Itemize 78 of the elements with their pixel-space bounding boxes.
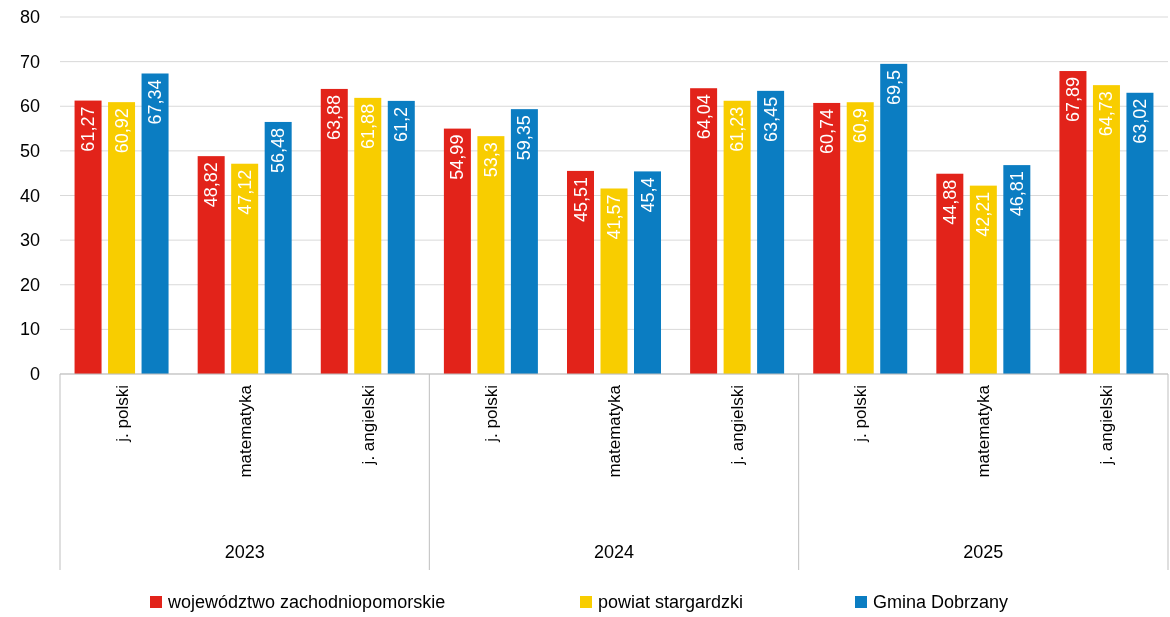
data-label: 60,9 <box>850 108 871 144</box>
bar <box>443 128 471 374</box>
data-label: 61,27 <box>78 106 99 152</box>
bar <box>477 136 505 374</box>
bar <box>813 102 841 374</box>
data-label: 59,35 <box>514 115 535 161</box>
x-tick-label: j. polski <box>481 385 501 443</box>
x-tick-label: j. polski <box>851 385 871 443</box>
bar <box>141 73 169 374</box>
x-tick-label: j. angielski <box>728 385 748 466</box>
bar <box>567 170 594 374</box>
data-label: 41,57 <box>604 194 624 240</box>
data-label: 64,73 <box>1096 91 1117 137</box>
y-tick-label: 60 <box>19 96 40 117</box>
data-label: 46,81 <box>1006 171 1027 217</box>
bar <box>1003 165 1031 374</box>
bar <box>1092 85 1120 374</box>
text: 2025 <box>963 542 1004 562</box>
bar <box>231 163 259 374</box>
data-label: 64,04 <box>693 94 714 140</box>
legend-label: Gmina Dobrzany <box>873 592 1009 612</box>
bar <box>880 63 908 374</box>
text: 2024 <box>593 542 635 562</box>
text: 2023 <box>224 542 265 562</box>
data-label: 63,88 <box>324 94 345 140</box>
y-tick-label: 0 <box>29 364 40 384</box>
y-tick-label: 70 <box>19 51 40 72</box>
x-tick-label: matematyka <box>974 384 994 478</box>
bar <box>634 171 661 374</box>
bar <box>387 100 415 374</box>
data-label: 61,88 <box>357 103 378 149</box>
data-label: 60,74 <box>816 108 837 154</box>
bar <box>197 156 225 374</box>
y-tick-label: 50 <box>19 140 40 161</box>
data-label: 56,48 <box>268 127 289 173</box>
legend-label: województwo zachodniopomorskie <box>167 592 446 612</box>
data-label: 42,21 <box>973 191 994 237</box>
bar <box>354 97 382 374</box>
data-label: 44,88 <box>939 179 960 225</box>
data-label: 54,99 <box>447 134 468 180</box>
y-tick-label: 10 <box>19 319 40 340</box>
x-tick-label: j. polski <box>112 385 132 443</box>
data-label: 67,89 <box>1062 77 1083 123</box>
bar <box>936 173 964 374</box>
data-label: 47,12 <box>234 169 255 215</box>
y-tick-label: 20 <box>19 274 40 295</box>
y-tick-label: 80 <box>19 7 40 27</box>
data-label: 63,02 <box>1129 98 1150 144</box>
data-label: 61,23 <box>727 106 748 152</box>
bar <box>510 109 538 374</box>
bar <box>846 102 874 374</box>
bar <box>108 102 136 374</box>
data-label: 61,2 <box>391 106 412 142</box>
data-label: 45,4 <box>637 177 658 213</box>
data-label: 67,34 <box>145 79 166 125</box>
data-label: 48,82 <box>201 162 222 208</box>
bar <box>320 88 348 374</box>
bar <box>74 100 102 374</box>
y-tick-label: 30 <box>19 230 40 251</box>
data-label: 60,92 <box>111 108 132 154</box>
legend-label: powiat stargardzki <box>598 592 744 612</box>
bar <box>1059 71 1087 374</box>
data-label: 63,45 <box>760 96 781 142</box>
data-label: 69,5 <box>883 69 904 105</box>
bar <box>600 188 628 374</box>
bar <box>1126 92 1154 374</box>
bar <box>757 90 785 374</box>
x-tick-label: matematyka <box>605 384 624 478</box>
x-tick-label: j. angielski <box>1097 385 1117 466</box>
x-tick-label: j. angielski <box>358 385 378 466</box>
bar <box>690 88 718 374</box>
data-label: 45,51 <box>570 176 591 222</box>
bar <box>264 121 292 374</box>
data-label: 53,3 <box>480 142 501 178</box>
y-tick-label: 40 <box>19 185 40 206</box>
bar <box>723 100 751 374</box>
x-tick-label: matematyka <box>235 384 255 478</box>
bar <box>969 185 997 374</box>
